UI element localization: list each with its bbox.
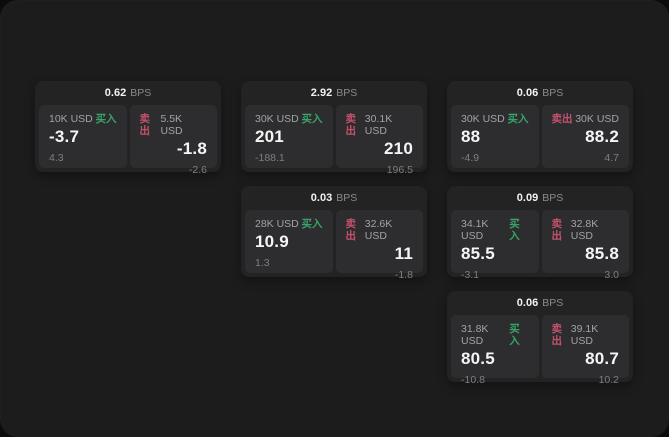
sell-amount: 30K USD [575,113,619,125]
spread-unit-label: BPS [336,87,358,99]
buy-change: 4.3 [49,152,64,164]
sell-change: 3.0 [604,269,619,281]
sell-panel[interactable]: 卖出 30K USD 88.2 4.7 [541,105,629,168]
buy-amount: 10K USD [49,113,93,125]
spread-header: 0.03 BPS [241,186,427,210]
buy-change: -4.9 [461,152,480,164]
quote-panels: 34.1K USD 买入 85.5 -3.1 卖出 32.8K USD 85.8… [447,210,633,281]
buy-panel[interactable]: 28K USD 买入 10.9 1.3 [245,210,333,273]
sell-change: 10.2 [598,374,619,386]
buy-panel[interactable]: 10K USD 买入 -3.7 4.3 [39,105,127,168]
spread-header: 0.06 BPS [447,81,633,105]
sell-side-label: 卖出 [345,218,357,242]
quote-panels: 31.8K USD 买入 80.5 -10.8 卖出 39.1K USD 80.… [447,315,633,386]
sell-panel[interactable]: 卖出 39.1K USD 80.7 10.2 [541,315,629,386]
spread-value: 0.06 [516,87,539,99]
sell-price: 80.7 [585,349,619,368]
sell-price: 88.2 [585,127,619,146]
quote-card: 0.06 BPS 30K USD 买入 88 -4.9 卖出 30K USD 8… [447,81,633,172]
sell-price: 11 [394,244,413,263]
buy-panel[interactable]: 30K USD 买入 201 -188.1 [245,105,333,168]
buy-side-label: 买入 [509,218,520,242]
spread-unit-label: BPS [542,192,564,204]
sell-price: 210 [384,139,413,158]
buy-panel[interactable]: 31.8K USD 买入 80.5 -10.8 [451,315,539,386]
buy-panel[interactable]: 30K USD 买入 88 -4.9 [451,105,539,168]
quote-panels: 10K USD 买入 -3.7 4.3 卖出 5.5K USD -1.8 -2.… [35,105,221,176]
buy-change: -188.1 [255,152,285,164]
sell-side-label: 卖出 [551,323,563,347]
spread-value: 2.92 [310,87,333,99]
sell-side-label: 卖出 [551,218,563,242]
quote-card: 0.03 BPS 28K USD 买入 10.9 1.3 卖出 32.6K US… [241,186,427,281]
buy-change: 1.3 [255,257,270,269]
quote-panels: 30K USD 买入 88 -4.9 卖出 30K USD 88.2 4.7 [447,105,633,168]
spread-value: 0.62 [104,87,127,99]
quote-card: 0.09 BPS 34.1K USD 买入 85.5 -3.1 卖出 32.8K… [447,186,633,281]
buy-side-label: 买入 [301,218,323,230]
quote-card: 0.62 BPS 10K USD 买入 -3.7 4.3 卖出 5.5K USD… [35,81,221,176]
buy-change: -3.1 [461,269,480,281]
sell-change: 4.7 [604,152,619,164]
buy-panel[interactable]: 34.1K USD 买入 85.5 -3.1 [451,210,539,281]
spread-value: 0.06 [516,297,539,309]
buy-side-label: 买入 [301,113,323,125]
spread-unit-label: BPS [542,297,564,309]
sell-panel[interactable]: 卖出 30.1K USD 210 196.5 [335,105,423,176]
buy-amount: 30K USD [255,113,299,125]
buy-amount: 28K USD [255,218,299,230]
quote-panels: 28K USD 买入 10.9 1.3 卖出 32.6K USD 11 -1.8 [241,210,427,281]
buy-price: -3.7 [49,127,80,146]
buy-price: 10.9 [255,232,289,251]
spread-value: 0.09 [516,192,539,204]
spread-value: 0.03 [310,192,333,204]
sell-side-label: 卖出 [345,113,357,137]
spread-header: 0.09 BPS [447,186,633,210]
quote-card: 0.06 BPS 31.8K USD 买入 80.5 -10.8 卖出 39.1… [447,291,633,386]
spread-unit-label: BPS [542,87,564,99]
buy-side-label: 买入 [95,113,117,125]
buy-amount: 30K USD [461,113,505,125]
sell-price: -1.8 [176,139,207,158]
sell-amount: 32.8K USD [570,218,599,242]
sell-amount: 30.1K USD [364,113,393,137]
sell-amount: 39.1K USD [570,323,599,347]
spread-header: 0.62 BPS [35,81,221,105]
sell-change: -1.8 [394,269,413,281]
sell-amount: 32.6K USD [364,218,393,242]
buy-price: 88 [461,127,481,146]
spread-header: 2.92 BPS [241,81,427,105]
spread-unit-label: BPS [336,192,358,204]
sell-panel[interactable]: 卖出 5.5K USD -1.8 -2.6 [129,105,217,176]
buy-price: 80.5 [461,349,495,368]
buy-change: -10.8 [461,374,485,386]
buy-side-label: 买入 [507,113,529,125]
buy-amount: 31.8K USD [461,323,489,347]
sell-side-label: 卖出 [551,113,573,125]
sell-panel[interactable]: 卖出 32.6K USD 11 -1.8 [335,210,423,281]
sell-change: -2.6 [188,164,207,176]
quote-card: 2.92 BPS 30K USD 买入 201 -188.1 卖出 30.1K … [241,81,427,176]
quote-panels: 30K USD 买入 201 -188.1 卖出 30.1K USD 210 1… [241,105,427,176]
sell-amount: 5.5K USD [160,113,183,137]
spread-unit-label: BPS [130,87,152,99]
buy-price: 201 [255,127,284,146]
buy-amount: 34.1K USD [461,218,489,242]
sell-price: 85.8 [585,244,619,263]
sell-change: 196.5 [386,164,413,176]
buy-price: 85.5 [461,244,495,263]
spread-header: 0.06 BPS [447,291,633,315]
buy-side-label: 买入 [509,323,520,347]
sell-side-label: 卖出 [139,113,151,137]
sell-panel[interactable]: 卖出 32.8K USD 85.8 3.0 [541,210,629,281]
